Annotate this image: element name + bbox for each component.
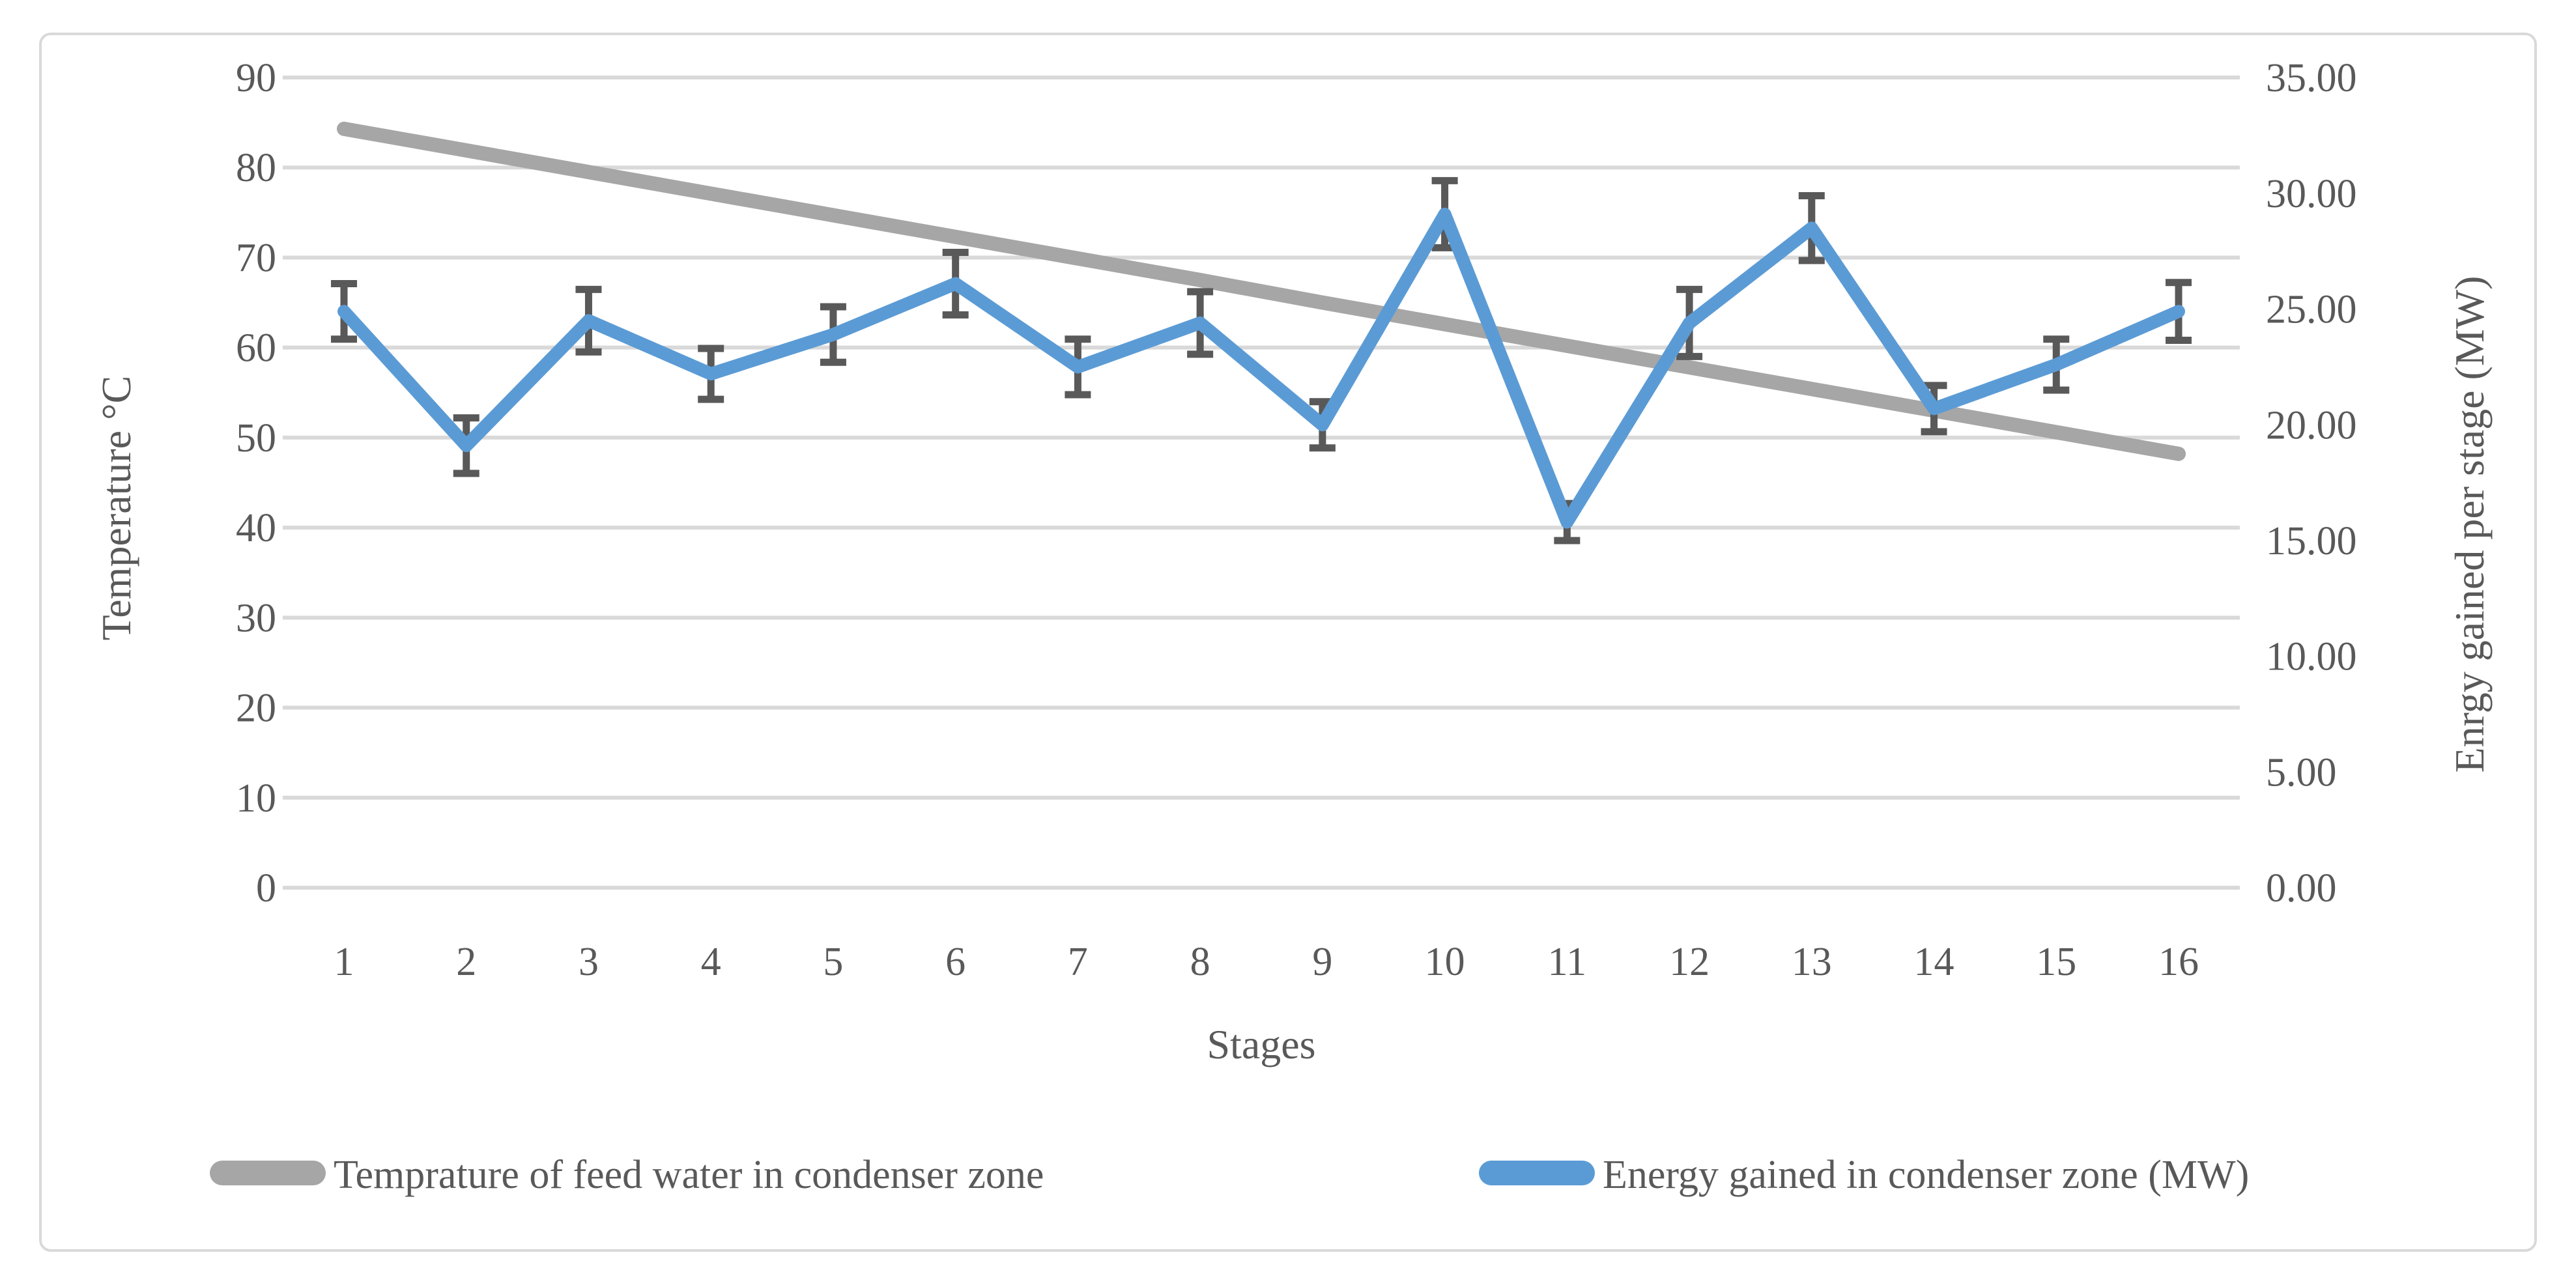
x-axis-tick-label: 11 — [1547, 940, 1586, 984]
x-axis-tick-label: 12 — [1669, 940, 1710, 984]
chart-frame-border — [39, 33, 2537, 1252]
right-axis-tick-label: 5.00 — [2266, 750, 2337, 795]
x-axis-tick-label: 3 — [579, 940, 599, 984]
left-axis-tick-label: 20 — [236, 686, 276, 731]
x-axis-tick-label: 14 — [1914, 940, 1954, 984]
left-axis-tick-label: 10 — [236, 776, 276, 821]
legend-swatch-feed-water — [210, 1161, 326, 1185]
x-axis-tick-label: 1 — [334, 940, 354, 984]
right-axis-tick-label: 10.00 — [2266, 635, 2357, 679]
series-line-feed-water-temperature — [337, 121, 2186, 461]
x-axis-tick-label: 4 — [701, 940, 721, 984]
x-axis-tick-label: 15 — [2036, 940, 2076, 984]
x-axis-tick-label: 10 — [1425, 940, 1465, 984]
left-axis-tick-label: 60 — [236, 326, 276, 371]
left-axis-tick-label: 90 — [236, 56, 276, 100]
x-axis-tick-label: 9 — [1312, 940, 1332, 984]
x-axis-tick-label: 2 — [456, 940, 476, 984]
x-axis-tick-label: 5 — [823, 940, 843, 984]
x-axis-tick-label: 7 — [1068, 940, 1088, 984]
plot-area: 0 10 20 30 40 50 60 70 80 90 0.00 5.00 10.00 15.00 20.… — [39, 33, 2537, 1252]
right-axis-tick-label: 30.00 — [2266, 172, 2357, 216]
left-axis-title: Temperature °C — [93, 376, 139, 641]
legend-label-energy-gained: Energy gained in condenser zone (MW) — [1603, 1153, 2249, 1197]
left-axis-tick-label: 50 — [236, 416, 276, 460]
right-axis-tick-label: 0.00 — [2266, 866, 2337, 911]
left-axis-tick-label: 40 — [236, 506, 276, 550]
right-axis-tick-label: 15.00 — [2266, 519, 2357, 563]
left-axis-tick-label: 70 — [236, 236, 276, 280]
x-axis-tick-label: 6 — [945, 940, 966, 984]
right-axis-tick-label: 20.00 — [2266, 403, 2357, 447]
right-axis-tick-label: 35.00 — [2266, 56, 2357, 100]
legend-swatch-energy-gained — [1479, 1161, 1595, 1185]
right-axis-tick-label: 25.00 — [2266, 288, 2357, 332]
legend-label-feed-water: Temprature of feed water in condenser zo… — [334, 1153, 1044, 1197]
legend: Temprature of feed water in condenser zo… — [210, 1153, 2249, 1197]
left-axis-tick-label: 80 — [236, 146, 276, 190]
x-axis-tick-label: 16 — [2158, 940, 2199, 984]
x-axis-title: Stages — [1207, 1021, 1315, 1067]
x-axis-tick-label: 8 — [1190, 940, 1210, 984]
series-line-energy-gained — [337, 207, 2185, 529]
left-axis-tick-label: 30 — [236, 596, 276, 640]
right-axis-title: Enrgy gained per stage (MW) — [2446, 276, 2493, 773]
left-axis-tick-label: 0 — [256, 866, 276, 911]
x-axis-tick-label: 13 — [1792, 940, 1832, 984]
